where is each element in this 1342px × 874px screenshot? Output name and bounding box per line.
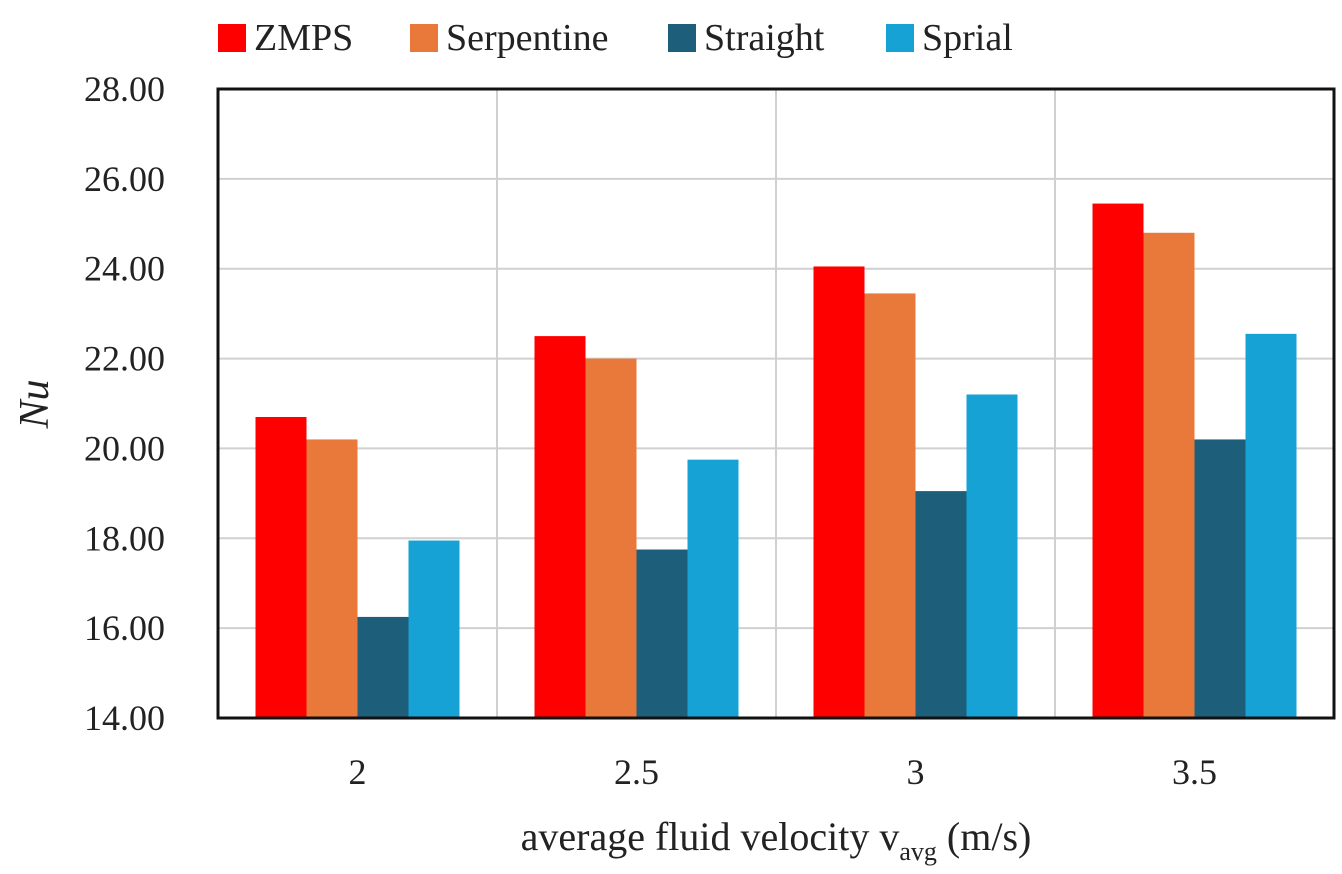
bar-serpentine-2 xyxy=(306,439,358,718)
y-tick-label: 24.00 xyxy=(84,249,165,289)
y-axis-title: Nu xyxy=(12,379,58,429)
legend-label-zmps: ZMPS xyxy=(254,17,353,59)
bar-sprial-3 xyxy=(966,394,1018,718)
plot-frame xyxy=(216,87,1336,720)
x-axis-title: average fluid velocity vavg (m/s) xyxy=(521,814,1032,866)
bar-zmps-2.5 xyxy=(534,336,586,718)
y-tick-labels: 14.00 16.00 18.00 20.00 22.00 24.00 26.00 28.00 xyxy=(84,69,165,738)
bar-sprial-2.5 xyxy=(687,459,739,718)
legend: ZMPS Serpentine Straight Sprial xyxy=(218,17,1013,59)
bar-zmps-3.5 xyxy=(1092,203,1144,718)
y-tick-label: 26.00 xyxy=(84,159,165,199)
bar-straight-3.5 xyxy=(1194,439,1246,718)
legend-swatch-serpentine xyxy=(410,24,438,52)
y-tick-label: 28.00 xyxy=(84,69,165,109)
x-tick-labels: 2 2.5 3 3.5 xyxy=(349,752,1218,792)
x-axis-title-main: average fluid velocity v xyxy=(521,814,900,859)
y-tick-label: 18.00 xyxy=(84,518,165,558)
legend-label-serpentine: Serpentine xyxy=(446,17,609,59)
x-tick-label: 3.5 xyxy=(1172,752,1217,792)
x-axis-title-sub: avg xyxy=(899,837,937,866)
y-tick-label: 16.00 xyxy=(84,608,165,648)
legend-swatch-sprial xyxy=(886,24,914,52)
legend-label-straight: Straight xyxy=(704,17,825,59)
x-axis-title-unit: (m/s) xyxy=(937,814,1031,859)
bar-zmps-3 xyxy=(813,266,865,718)
bar-sprial-3.5 xyxy=(1245,333,1297,718)
y-tick-label: 20.00 xyxy=(84,428,165,468)
bar-sprial-2 xyxy=(408,540,460,718)
bar-straight-2 xyxy=(357,616,409,718)
bar-serpentine-3.5 xyxy=(1143,232,1195,718)
x-tick-label: 2 xyxy=(349,752,367,792)
y-tick-label: 22.00 xyxy=(84,339,165,379)
bar-serpentine-2.5 xyxy=(585,358,637,718)
bar-zmps-2 xyxy=(255,416,307,718)
legend-swatch-zmps xyxy=(218,24,246,52)
bar-straight-3 xyxy=(915,491,967,718)
legend-label-sprial: Sprial xyxy=(922,17,1013,59)
bar-serpentine-3 xyxy=(864,293,916,718)
gridlines xyxy=(218,89,1334,718)
bar-straight-2.5 xyxy=(636,549,688,718)
legend-swatch-straight xyxy=(668,24,696,52)
x-tick-label: 3 xyxy=(907,752,925,792)
x-tick-label: 2.5 xyxy=(614,752,659,792)
y-tick-label: 14.00 xyxy=(84,698,165,738)
bars xyxy=(255,203,1297,718)
